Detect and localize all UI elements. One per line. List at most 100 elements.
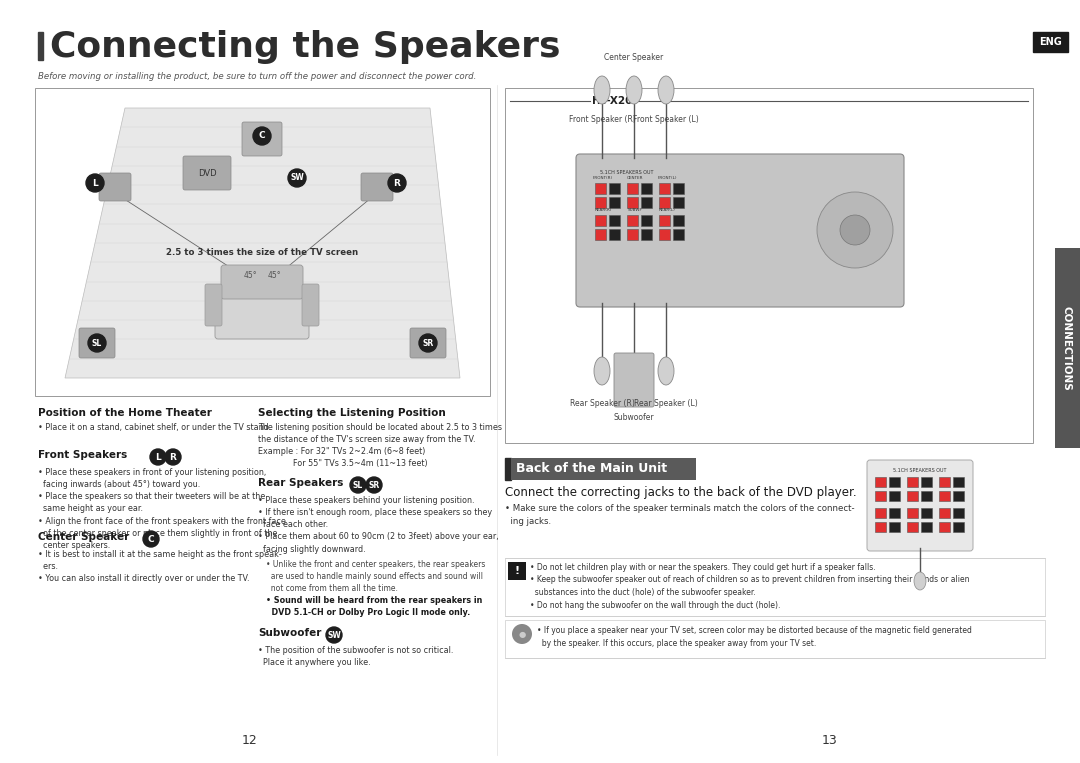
Text: • Place these speakers behind your listening position.
• If there isn't enough r: • Place these speakers behind your liste… bbox=[258, 496, 499, 554]
Bar bbox=[659, 229, 670, 240]
Text: C: C bbox=[259, 131, 266, 140]
Bar bbox=[642, 197, 652, 208]
Ellipse shape bbox=[594, 76, 610, 104]
Bar bbox=[939, 477, 950, 487]
Text: R: R bbox=[170, 452, 176, 462]
Bar bbox=[953, 522, 964, 532]
Bar bbox=[595, 197, 606, 208]
Text: Subwoofer: Subwoofer bbox=[613, 414, 654, 423]
Bar bbox=[953, 491, 964, 501]
Bar bbox=[673, 229, 684, 240]
FancyBboxPatch shape bbox=[242, 122, 282, 156]
Bar bbox=[875, 477, 886, 487]
Text: R: R bbox=[393, 179, 401, 188]
Bar bbox=[595, 183, 606, 194]
Bar bbox=[505, 558, 1045, 616]
Text: 2.5 to 3 times the size of the TV screen: 2.5 to 3 times the size of the TV screen bbox=[166, 248, 359, 257]
Text: HT-X20: HT-X20 bbox=[592, 96, 633, 106]
Text: 13: 13 bbox=[822, 733, 838, 746]
Circle shape bbox=[816, 192, 893, 268]
Text: 5.1CH SPEAKERS OUT: 5.1CH SPEAKERS OUT bbox=[600, 170, 653, 175]
Text: !: ! bbox=[514, 566, 519, 576]
Bar bbox=[953, 508, 964, 518]
Text: CONNECTIONS: CONNECTIONS bbox=[1062, 306, 1072, 391]
Text: FRONT(L): FRONT(L) bbox=[658, 176, 677, 180]
Text: L: L bbox=[156, 452, 161, 462]
Text: • Do not let children play with or near the speakers. They could get hurt if a s: • Do not let children play with or near … bbox=[530, 563, 970, 610]
Text: 5.1CH SPEAKERS OUT: 5.1CH SPEAKERS OUT bbox=[893, 468, 947, 474]
Text: The listening position should be located about 2.5 to 3 times
the distance of th: The listening position should be located… bbox=[258, 423, 502, 468]
Text: Front Speakers: Front Speakers bbox=[38, 450, 127, 460]
Bar bbox=[659, 215, 670, 226]
Bar bbox=[659, 197, 670, 208]
FancyBboxPatch shape bbox=[410, 328, 446, 358]
Text: SW: SW bbox=[327, 630, 341, 639]
Text: Connecting the Speakers: Connecting the Speakers bbox=[50, 30, 561, 64]
FancyBboxPatch shape bbox=[361, 173, 393, 201]
Text: Center Speaker: Center Speaker bbox=[38, 532, 130, 542]
Bar bbox=[953, 477, 964, 487]
Circle shape bbox=[86, 174, 104, 192]
Bar bbox=[673, 197, 684, 208]
Text: REAR(L): REAR(L) bbox=[659, 208, 675, 212]
Bar bbox=[673, 183, 684, 194]
FancyBboxPatch shape bbox=[867, 460, 973, 551]
Circle shape bbox=[366, 477, 382, 493]
Bar bbox=[609, 229, 620, 240]
Bar bbox=[921, 477, 932, 487]
FancyBboxPatch shape bbox=[615, 353, 654, 407]
Text: • Sound will be heard from the rear speakers in
  DVD 5.1-CH or Dolby Pro Logic : • Sound will be heard from the rear spea… bbox=[266, 596, 483, 617]
Bar bbox=[939, 522, 950, 532]
Bar bbox=[889, 522, 900, 532]
Text: SR: SR bbox=[422, 339, 434, 347]
Text: REAR(R): REAR(R) bbox=[594, 208, 611, 212]
Bar bbox=[505, 458, 511, 480]
Bar bbox=[511, 458, 696, 480]
Bar bbox=[921, 491, 932, 501]
Circle shape bbox=[87, 334, 106, 352]
Text: DVD: DVD bbox=[198, 169, 216, 178]
Text: SL: SL bbox=[353, 481, 363, 490]
FancyBboxPatch shape bbox=[215, 285, 309, 339]
Bar bbox=[939, 491, 950, 501]
Bar bbox=[889, 477, 900, 487]
Text: • Unlike the front and center speakers, the rear speakers
  are used to handle m: • Unlike the front and center speakers, … bbox=[266, 560, 485, 593]
FancyBboxPatch shape bbox=[79, 328, 114, 358]
Bar bbox=[673, 215, 684, 226]
Circle shape bbox=[512, 624, 532, 644]
Text: SL: SL bbox=[92, 339, 103, 347]
Bar bbox=[907, 477, 918, 487]
Bar bbox=[508, 562, 526, 580]
Bar bbox=[595, 229, 606, 240]
Bar bbox=[609, 183, 620, 194]
Text: 45°: 45° bbox=[243, 271, 257, 280]
Text: FRONT(R): FRONT(R) bbox=[593, 176, 613, 180]
Text: SR: SR bbox=[368, 481, 380, 490]
Bar bbox=[642, 215, 652, 226]
FancyBboxPatch shape bbox=[205, 284, 222, 326]
Text: L: L bbox=[92, 179, 98, 188]
Text: • Make sure the colors of the speaker terminals match the colors of the connect-: • Make sure the colors of the speaker te… bbox=[505, 504, 854, 526]
Bar bbox=[907, 491, 918, 501]
Text: • If you place a speaker near your TV set, screen color may be distorted because: • If you place a speaker near your TV se… bbox=[537, 626, 972, 648]
Text: ●: ● bbox=[518, 629, 526, 639]
Bar bbox=[921, 508, 932, 518]
Bar bbox=[889, 508, 900, 518]
Text: Front Speaker (L): Front Speaker (L) bbox=[633, 115, 699, 124]
Bar bbox=[609, 215, 620, 226]
Text: Back of the Main Unit: Back of the Main Unit bbox=[516, 462, 667, 475]
Text: • It is best to install it at the same height as the front speak-
  ers.
• You c: • It is best to install it at the same h… bbox=[38, 550, 282, 583]
Bar bbox=[1032, 32, 1068, 52]
Text: ENG: ENG bbox=[1039, 37, 1062, 47]
Circle shape bbox=[350, 477, 366, 493]
Bar bbox=[627, 197, 638, 208]
Bar bbox=[907, 522, 918, 532]
Text: 12: 12 bbox=[242, 733, 258, 746]
Bar bbox=[595, 215, 606, 226]
Text: • Place it on a stand, cabinet shelf, or under the TV stand.: • Place it on a stand, cabinet shelf, or… bbox=[38, 423, 271, 432]
Ellipse shape bbox=[626, 76, 642, 104]
FancyBboxPatch shape bbox=[99, 173, 131, 201]
Circle shape bbox=[150, 449, 166, 465]
Circle shape bbox=[388, 174, 406, 192]
Ellipse shape bbox=[658, 357, 674, 385]
